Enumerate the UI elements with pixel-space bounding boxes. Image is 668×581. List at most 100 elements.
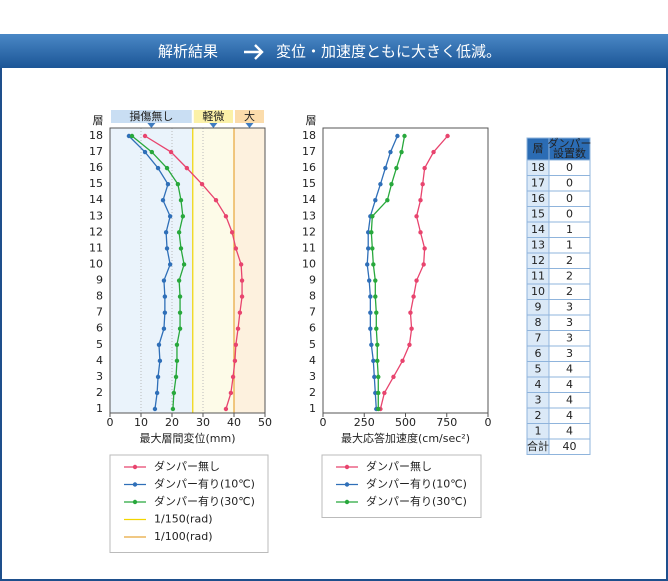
- y-tick-label: 15: [89, 177, 103, 190]
- zone-label: 軽微: [202, 109, 224, 123]
- x-tick-label: 0: [485, 416, 492, 429]
- legend-label: ダンパー無し: [154, 459, 220, 473]
- table-value: 4: [566, 424, 573, 437]
- y-tick-label: 18: [302, 129, 316, 142]
- data-point: [365, 262, 370, 267]
- data-point: [163, 230, 169, 235]
- data-point: [237, 310, 243, 315]
- data-point: [376, 374, 381, 380]
- data-point: [142, 133, 148, 139]
- y-tick-label: 7: [309, 306, 316, 319]
- table-floor: 16: [531, 192, 545, 205]
- data-point: [385, 198, 390, 203]
- y-axis-label: 層: [306, 114, 317, 127]
- data-point: [431, 149, 436, 155]
- x-tick-label: 250: [354, 416, 375, 429]
- y-tick-label: 4: [96, 354, 103, 367]
- table-value: 3: [566, 300, 573, 313]
- data-point: [378, 181, 383, 187]
- data-point: [376, 390, 381, 396]
- table-value: 0: [566, 192, 573, 205]
- legend-label: ダンパー有り(30℃): [366, 494, 467, 508]
- legend-dot: [132, 464, 138, 470]
- data-point: [167, 214, 173, 219]
- y-tick-label: 10: [302, 257, 316, 270]
- data-point: [399, 149, 404, 155]
- series-line: [370, 135, 406, 409]
- data-point: [142, 149, 148, 155]
- y-tick-label: 5: [309, 338, 316, 351]
- data-point: [156, 342, 162, 347]
- y-tick-label: 8: [309, 290, 316, 303]
- y-tick-label: 7: [96, 306, 103, 319]
- data-point: [174, 342, 180, 347]
- series-line: [131, 135, 185, 410]
- data-point: [370, 214, 375, 219]
- data-point: [414, 278, 419, 283]
- data-point: [389, 181, 394, 187]
- x-tick-label: 40: [227, 416, 241, 429]
- data-point: [370, 246, 375, 251]
- data-point: [223, 214, 229, 219]
- data-point: [178, 246, 184, 251]
- table-floor: 18: [531, 161, 545, 174]
- y-tick-label: 10: [89, 257, 103, 270]
- table-floor: 6: [535, 347, 542, 360]
- data-point: [369, 230, 374, 235]
- table-floor: 1: [535, 424, 542, 437]
- table-value: 1: [566, 223, 573, 236]
- table-value: 1: [566, 238, 573, 251]
- x-tick-label: 0: [107, 416, 114, 429]
- data-point: [414, 214, 419, 219]
- data-point: [155, 165, 161, 171]
- table-total-value: 40: [563, 440, 577, 453]
- data-point: [368, 326, 373, 331]
- data-point: [373, 198, 378, 203]
- legend-label: ダンパー有り(10℃): [366, 477, 467, 491]
- y-tick-label: 13: [302, 209, 316, 222]
- data-point: [374, 310, 379, 315]
- data-point: [161, 326, 167, 331]
- data-point: [445, 133, 450, 139]
- legend-dot: [344, 464, 350, 470]
- y-tick-label: 16: [89, 161, 103, 174]
- x-tick-label: 30: [196, 416, 210, 429]
- data-point: [368, 310, 373, 315]
- zone-tab: [193, 110, 233, 123]
- x-tick-label: 20: [165, 416, 179, 429]
- data-point: [161, 278, 167, 283]
- table-value: 4: [566, 409, 573, 422]
- y-tick-label: 8: [96, 290, 103, 303]
- data-point: [402, 133, 407, 139]
- legend-dot: [132, 482, 138, 487]
- data-point: [420, 181, 425, 187]
- data-point: [129, 133, 135, 139]
- data-point: [223, 406, 229, 412]
- data-point: [407, 342, 412, 347]
- data-point: [366, 230, 371, 235]
- table-floor: 12: [531, 254, 545, 267]
- data-point: [177, 294, 183, 299]
- zone-label: 損傷無し: [129, 109, 173, 123]
- data-point: [373, 278, 378, 283]
- data-point: [366, 246, 371, 251]
- data-point: [229, 230, 235, 235]
- data-point: [164, 246, 170, 251]
- data-point: [176, 230, 182, 235]
- data-point: [368, 294, 373, 299]
- x-axis-label: 最大応答加速度(cm/sec²): [341, 431, 470, 445]
- data-point: [171, 390, 177, 396]
- legend-label: 1/100(rad): [154, 530, 213, 543]
- series-line: [379, 135, 449, 410]
- data-point: [230, 374, 236, 380]
- data-point: [233, 342, 239, 347]
- table-value: 2: [566, 285, 573, 298]
- data-point: [228, 390, 234, 396]
- data-point: [184, 165, 190, 171]
- table-total-label: 合計: [527, 439, 549, 453]
- table-value: 3: [566, 316, 573, 329]
- data-point: [422, 246, 427, 251]
- data-point: [418, 230, 423, 235]
- table-value: 3: [566, 347, 573, 360]
